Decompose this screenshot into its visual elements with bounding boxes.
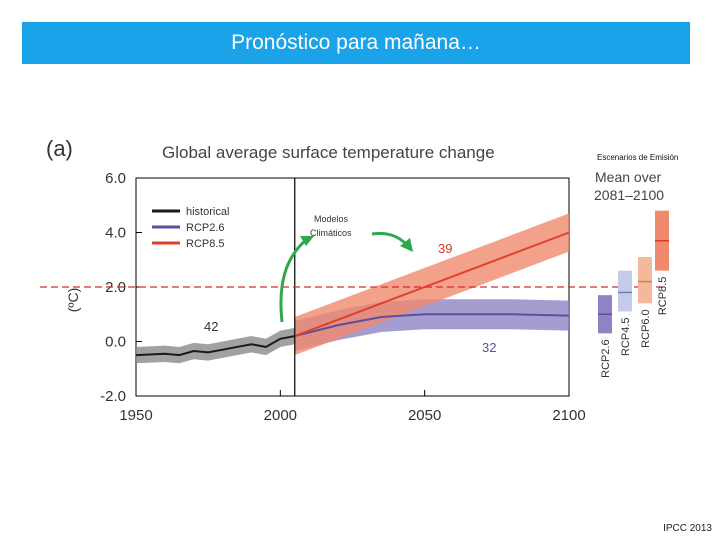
models-annotation-line2: Climáticos xyxy=(310,228,352,238)
side-panel-title-line1: Mean over xyxy=(595,169,661,185)
side-bar-label: RCP4.5 xyxy=(620,318,632,357)
legend-label-rcp85: RCP8.5 xyxy=(186,238,225,250)
y-tick-label: 0.0 xyxy=(105,334,126,351)
scenarios-annotation: Escenarios de Emisión xyxy=(597,153,678,162)
x-tick-label: 1950 xyxy=(119,407,152,424)
panel-label: (a) xyxy=(46,136,73,161)
green-arrow-up xyxy=(279,238,307,323)
count-label-rcp26: 32 xyxy=(482,340,496,355)
count-label-rcp85: 39 xyxy=(438,241,452,256)
series-lines xyxy=(135,231,570,357)
slide-title: Pronóstico para mañana… xyxy=(22,22,690,64)
side-bar-rcp60 xyxy=(638,257,652,304)
side-panel-bars: RCP2.6 RCP4.5 RCP6.0 RCP8.5 xyxy=(598,210,669,378)
count-label-historical: 42 xyxy=(204,319,218,334)
side-panel-title-line2: 2081–2100 xyxy=(594,187,664,203)
y-ticks: 6.0 4.0 2.0 0.0 -2.0 xyxy=(100,170,142,405)
source-credit: IPCC 2013 xyxy=(663,523,712,534)
x-ticks: 1950 2000 2050 2100 xyxy=(119,390,586,424)
side-bar-label: RCP6.0 xyxy=(640,309,652,348)
side-bar-label: RCP8.5 xyxy=(657,277,669,316)
green-arrow-right-head xyxy=(400,238,413,252)
green-arrows xyxy=(279,232,413,323)
side-bar-rcp45 xyxy=(618,270,632,312)
y-tick-label: 4.0 xyxy=(105,225,126,242)
chart-title: Global average surface temperature chang… xyxy=(162,143,495,162)
green-arrow-right xyxy=(371,232,408,246)
x-tick-label: 2100 xyxy=(552,407,585,424)
x-tick-label: 2050 xyxy=(408,407,441,424)
y-tick-label: 6.0 xyxy=(105,170,126,187)
y-tick-label: 2.0 xyxy=(105,279,126,296)
legend: historical RCP2.6 RCP8.5 xyxy=(152,206,229,250)
line-rcp85 xyxy=(294,231,570,337)
line-historical xyxy=(135,335,295,357)
x-tick-label: 2000 xyxy=(264,407,297,424)
y-axis-label: (ºC) xyxy=(65,288,81,313)
legend-label-historical: historical xyxy=(186,206,229,218)
green-arrow-up-head xyxy=(300,236,314,246)
models-annotation-line1: Modelos xyxy=(314,214,349,224)
y-tick-label: -2.0 xyxy=(100,388,126,405)
line-rcp26 xyxy=(294,313,570,338)
side-bar-label: RCP2.6 xyxy=(600,339,612,378)
legend-label-rcp26: RCP2.6 xyxy=(186,222,225,234)
